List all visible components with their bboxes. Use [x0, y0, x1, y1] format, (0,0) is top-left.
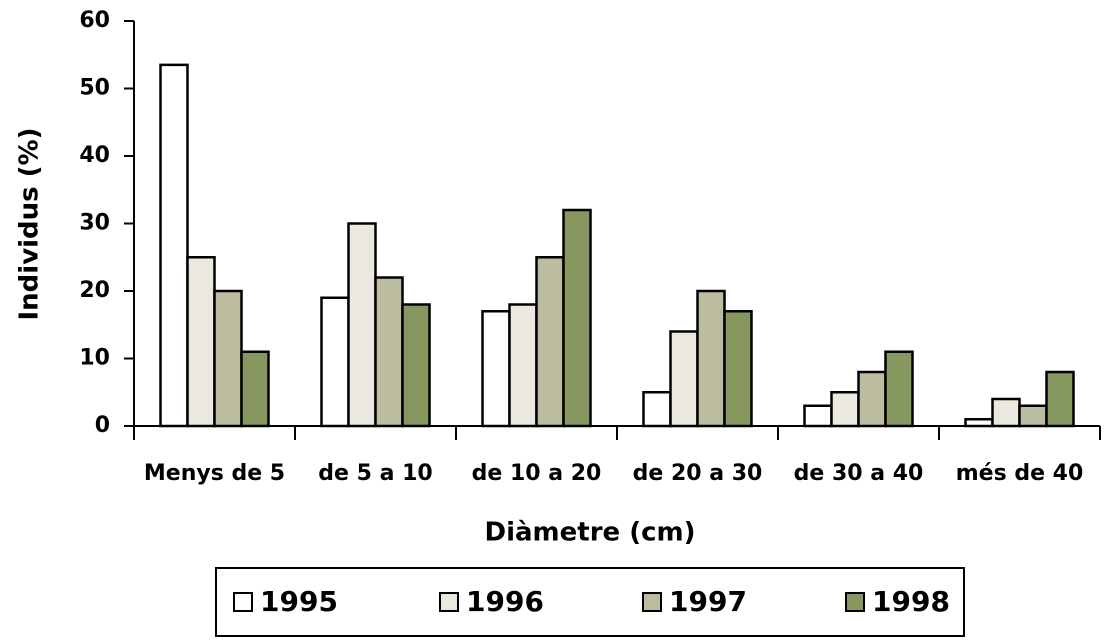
x-tick-label: de 5 a 10 [318, 461, 432, 486]
bar [696, 289, 726, 428]
legend-label: 1996 [466, 585, 544, 618]
bar [320, 296, 350, 428]
bar [991, 397, 1021, 428]
x-tick-label: de 10 a 20 [472, 461, 602, 486]
x-tick-label: de 20 a 30 [633, 461, 763, 486]
bar [723, 310, 753, 428]
bar [830, 391, 860, 428]
bar [803, 404, 833, 428]
bar [159, 63, 189, 428]
bar [374, 276, 404, 428]
bar [186, 256, 216, 428]
y-tick-label: 30 [79, 211, 110, 236]
bar [401, 303, 431, 428]
bar [857, 370, 887, 428]
legend-box [215, 567, 965, 637]
bar [347, 222, 377, 428]
y-tick-label: 40 [79, 143, 110, 168]
bar [1045, 370, 1075, 428]
legend-swatch [845, 592, 865, 612]
y-tick-label: 0 [95, 413, 110, 438]
bar [1018, 404, 1048, 428]
bar [508, 303, 538, 428]
x-tick-label: Menys de 5 [144, 461, 285, 486]
bar [964, 418, 994, 428]
bar [642, 391, 672, 428]
bar [240, 350, 270, 428]
y-axis-title: Individus (%) [15, 127, 45, 320]
legend-swatch [233, 592, 253, 612]
y-tick-label: 20 [79, 278, 110, 303]
legend-label: 1998 [872, 585, 950, 618]
bar [562, 208, 592, 428]
x-tick-label: més de 40 [956, 461, 1084, 486]
legend-label: 1997 [669, 585, 747, 618]
y-tick-label: 60 [79, 8, 110, 33]
legend-swatch [439, 592, 459, 612]
bar [669, 330, 699, 428]
bar [213, 289, 243, 428]
legend-label: 1995 [260, 585, 338, 618]
x-tick-label: de 30 a 40 [794, 461, 924, 486]
legend-swatch [642, 592, 662, 612]
y-tick-label: 10 [79, 346, 110, 371]
y-tick-label: 50 [79, 76, 110, 101]
bar [535, 256, 565, 428]
bar [884, 350, 914, 428]
x-axis-title: Diàmetre (cm) [485, 518, 696, 548]
bar [481, 310, 511, 428]
